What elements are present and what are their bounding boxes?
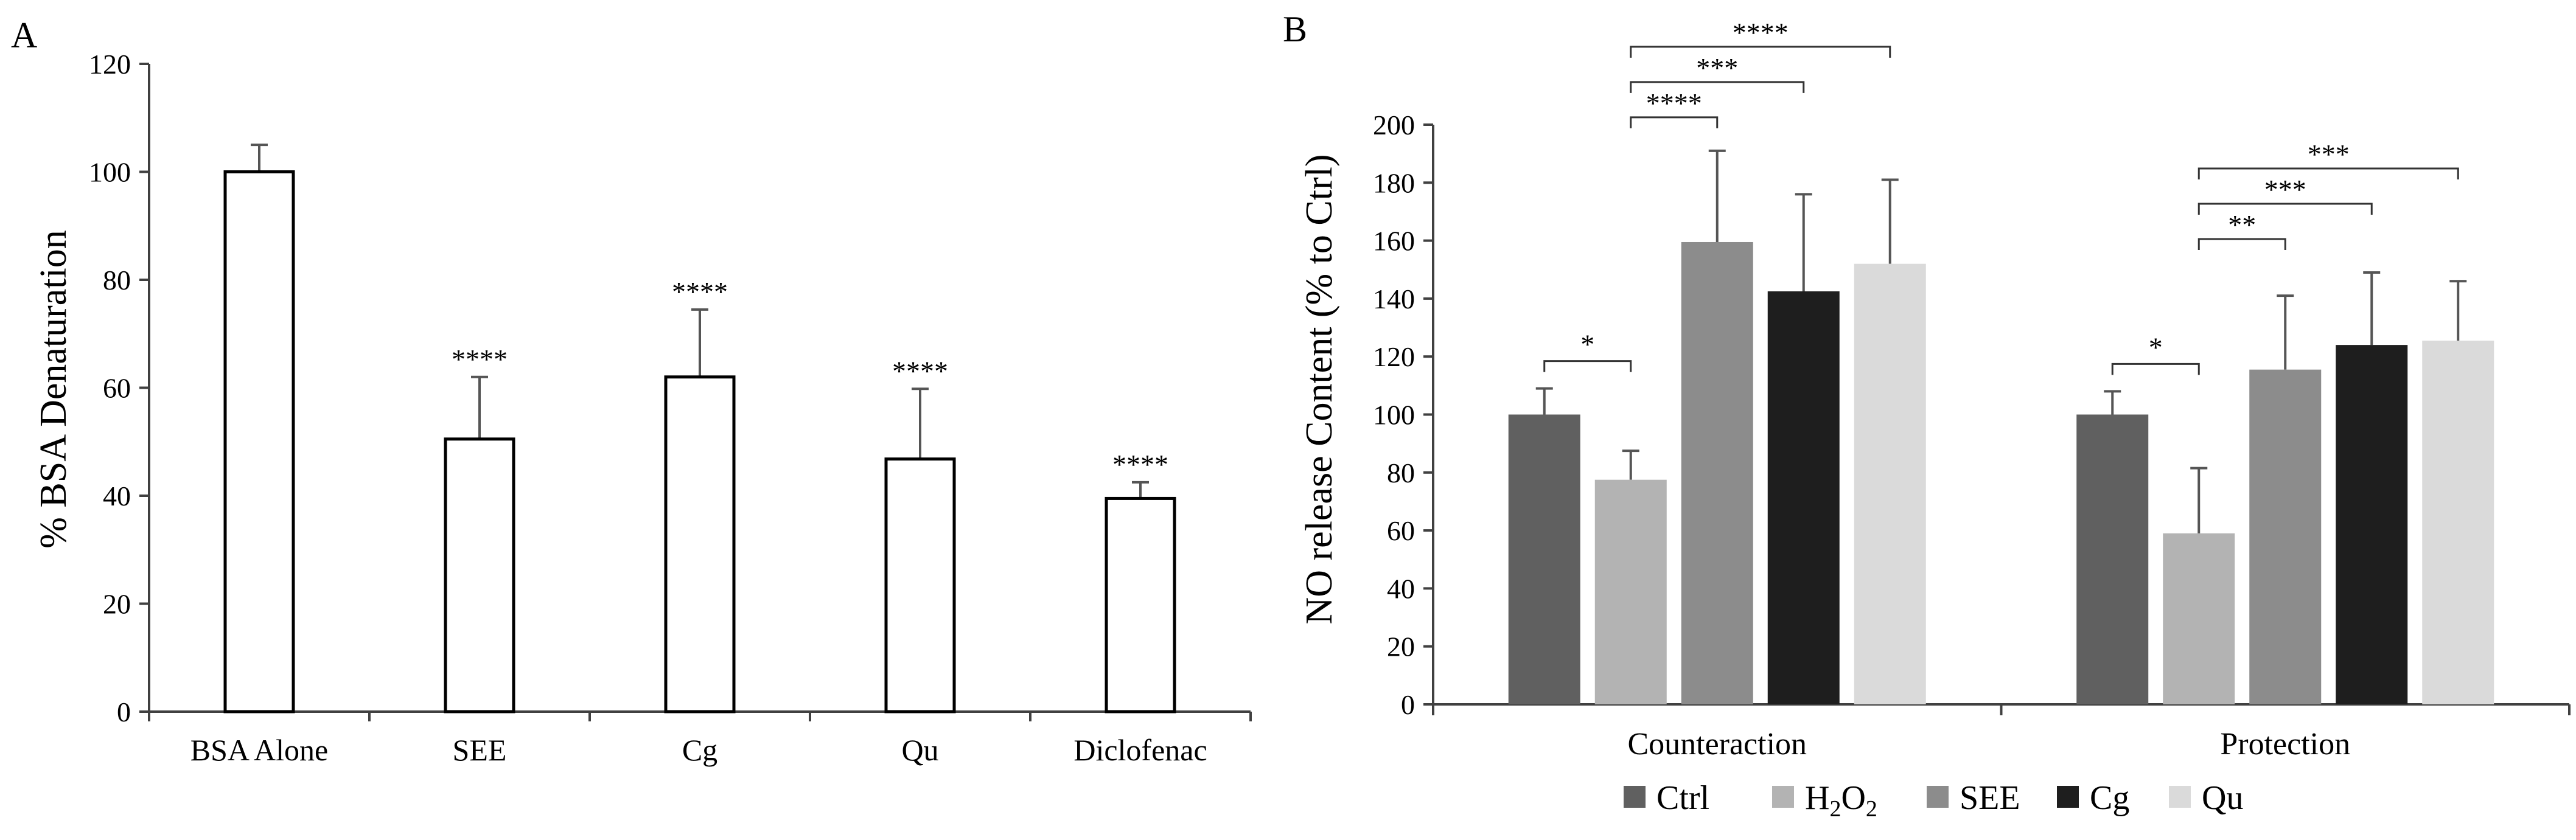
a-y-tick-label: 120 <box>89 49 131 80</box>
b-legend-label-h2o2: H2O2 <box>1805 779 1877 822</box>
a-y-tick-label: 80 <box>103 265 131 296</box>
b-x-tick-label: Protection <box>2220 727 2350 762</box>
panel-a-y-axis-label: % BSA Denaturation <box>33 230 74 549</box>
panel-b-significance-brackets: ********************* <box>1543 17 2459 375</box>
b-y-tick-label: 180 <box>1373 167 1415 198</box>
b-bracket-label: ** <box>2228 209 2256 240</box>
a-bar-see <box>444 437 515 713</box>
b-bar-qu <box>1854 263 1926 705</box>
b-legend-swatch-see <box>1927 786 1949 808</box>
a-x-tick-label: SEE <box>453 733 507 767</box>
b-legend-label-cg: Cg <box>2090 779 2129 817</box>
b-bracket-label: *** <box>2264 174 2306 205</box>
b-bracket <box>1630 81 1805 93</box>
b-legend-swatch-cg <box>2057 786 2079 808</box>
b-bracket <box>2197 167 2459 180</box>
b-legend-label-qu: Qu <box>2202 779 2243 817</box>
panel-b-y-axis-label: NO release Content (% to Ctrl) <box>1299 154 1340 624</box>
b-y-tick-label: 60 <box>1387 515 1415 546</box>
a-x-tick-label: Diclofenac <box>1073 733 1207 767</box>
a-y-tick-label: 0 <box>117 696 131 727</box>
b-bracket <box>1543 360 1632 372</box>
panel-a-axes: 0 20 40 60 80 100 120 BSA Alone SEE Cg Qu Diclofena… <box>89 49 1252 767</box>
b-legend-swatch-ctrl <box>1624 786 1646 808</box>
b-bracket <box>2111 363 2200 375</box>
b-bracket-label: **** <box>1646 88 1702 119</box>
a-bar-qu <box>884 457 956 713</box>
b-bracket <box>2197 238 2286 251</box>
a-significance-label: **** <box>452 344 508 375</box>
b-bracket <box>1630 46 1891 58</box>
a-y-tick-label: 100 <box>89 157 131 188</box>
a-significance-label: **** <box>892 355 948 386</box>
b-bar-ctrl <box>1508 414 1580 704</box>
panel-a-label: A <box>11 15 37 55</box>
b-y-tick-label: 100 <box>1373 400 1415 431</box>
a-significance-label: **** <box>1112 449 1168 480</box>
b-bracket <box>1630 116 1719 128</box>
a-bar-bsa-alone <box>223 170 295 713</box>
panel-b-bars <box>1508 149 2494 705</box>
a-significance-label: **** <box>672 276 728 307</box>
a-x-tick-label: Qu <box>901 733 938 767</box>
b-y-tick-label: 140 <box>1373 283 1415 314</box>
b-bracket <box>2197 203 2373 215</box>
b-y-tick-label: 80 <box>1387 457 1415 488</box>
a-y-tick-label: 40 <box>103 481 131 512</box>
b-y-tick-label: 40 <box>1387 573 1415 604</box>
b-bar-ctrl <box>2076 414 2149 704</box>
a-y-tick-label: 20 <box>103 589 131 620</box>
b-legend-swatch-qu <box>2169 786 2191 808</box>
b-bar-cg <box>2336 345 2408 704</box>
b-bracket-label: * <box>1580 329 1594 360</box>
b-y-tick-label: 200 <box>1373 109 1415 141</box>
a-bar-cg <box>664 375 736 713</box>
panel-b-legend: Ctrl H2O2 SEE Cg Qu <box>1624 779 2243 822</box>
b-y-tick-label: 160 <box>1373 226 1415 257</box>
panel-b: B NO release Content (% to Ctrl) 0 20 40 60… <box>1283 9 2571 822</box>
b-x-tick-label: Counteraction <box>1627 727 1807 762</box>
panel-a: A % BSA Denaturation 0 20 40 60 80 100 120 BSA … <box>11 15 1252 767</box>
panel-b-label: B <box>1283 9 1307 49</box>
b-bar-qu <box>2422 340 2494 704</box>
b-bar-see <box>2249 369 2322 704</box>
b-bar-h2o2 <box>2163 533 2235 704</box>
b-y-tick-label: 120 <box>1373 341 1415 372</box>
b-legend-label-see: SEE <box>1960 779 2020 817</box>
a-x-tick-label: Cg <box>682 733 717 767</box>
b-legend-label-ctrl: Ctrl <box>1656 779 1709 817</box>
b-y-tick-label: 0 <box>1401 689 1415 720</box>
panel-b-axes: 0 20 40 60 80 100 120 140 160 180 200 Counteraction… <box>1373 109 2571 762</box>
a-bar-diclofenac <box>1105 496 1176 713</box>
b-bracket-label: **** <box>1733 17 1789 48</box>
b-bar-see <box>1681 241 1753 704</box>
a-y-tick-label: 60 <box>103 373 131 404</box>
b-bar-h2o2 <box>1594 479 1667 704</box>
a-x-tick-label: BSA Alone <box>190 733 328 767</box>
b-bar-cg <box>1767 291 1840 704</box>
b-bracket-label: * <box>2149 331 2163 363</box>
b-bracket-label: *** <box>1696 52 1738 83</box>
b-legend-swatch-h2o2 <box>1772 786 1794 808</box>
panel-a-bars: **** **** **** **** <box>223 144 1176 713</box>
b-y-tick-label: 20 <box>1387 631 1415 662</box>
b-bracket-label: *** <box>2308 139 2350 170</box>
